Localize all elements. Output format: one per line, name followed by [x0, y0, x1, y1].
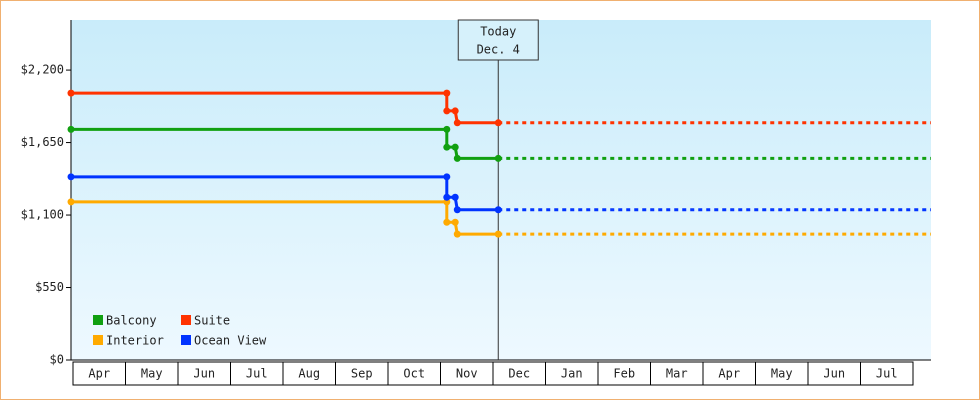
series-line	[71, 200, 499, 236]
x-tick-label: May	[771, 367, 793, 381]
y-tick-label: $0	[50, 353, 64, 367]
legend-swatch	[93, 335, 103, 345]
x-tick-label: Oct	[403, 367, 425, 381]
point	[494, 230, 502, 238]
point	[494, 154, 502, 162]
point	[67, 198, 75, 206]
x-tick-label: Apr	[88, 367, 110, 381]
x-tick-label: Mar	[666, 367, 688, 381]
x-tick-label: Jan	[561, 367, 583, 381]
point	[494, 119, 502, 127]
point	[67, 89, 75, 97]
legend-swatch	[181, 315, 191, 325]
point	[443, 143, 451, 151]
y-tick-label: $550	[35, 280, 64, 294]
series-line	[71, 175, 499, 212]
legend-label: Balcony	[106, 314, 157, 328]
today-box	[457, 19, 539, 61]
today-label: Dec. 4	[477, 43, 520, 57]
x-tick-label: Feb	[613, 367, 635, 381]
point	[453, 154, 461, 162]
point	[67, 173, 75, 181]
plot-area	[71, 20, 931, 360]
x-tick-label: Apr	[718, 367, 740, 381]
y-tick-label: $1,100	[21, 208, 64, 222]
point	[443, 193, 451, 201]
x-tick-label: Jun	[823, 367, 845, 381]
point	[451, 218, 459, 226]
x-tick-cell	[860, 361, 914, 386]
point	[451, 193, 459, 201]
point	[67, 125, 75, 133]
legend-label: Ocean View	[194, 334, 267, 348]
legend-swatch	[181, 335, 191, 345]
y-tick-label: $1,650	[21, 135, 64, 149]
point	[453, 230, 461, 238]
point	[443, 89, 451, 97]
point	[443, 173, 451, 181]
point	[453, 206, 461, 214]
today-label: Today	[480, 25, 516, 39]
point	[443, 125, 451, 133]
point	[453, 119, 461, 127]
legend-swatch	[93, 315, 103, 325]
x-tick-label: Jul	[246, 367, 268, 381]
x-tick-label: May	[141, 367, 163, 381]
point	[451, 143, 459, 151]
point	[443, 107, 451, 115]
x-tick-label: Sep	[351, 367, 373, 381]
point	[451, 107, 459, 115]
legend-label: Interior	[106, 334, 164, 348]
x-tick-label: Aug	[298, 367, 320, 381]
y-tick-label: $2,200	[21, 63, 64, 77]
legend-label: Suite	[194, 314, 230, 328]
x-tick-label: Nov	[456, 367, 478, 381]
point	[494, 206, 502, 214]
x-tick-label: Jul	[876, 367, 898, 381]
x-tick-label: Dec	[508, 367, 530, 381]
series-line	[71, 91, 499, 125]
point	[443, 218, 451, 226]
x-tick-label: Jun	[193, 367, 215, 381]
series-line	[71, 127, 499, 160]
